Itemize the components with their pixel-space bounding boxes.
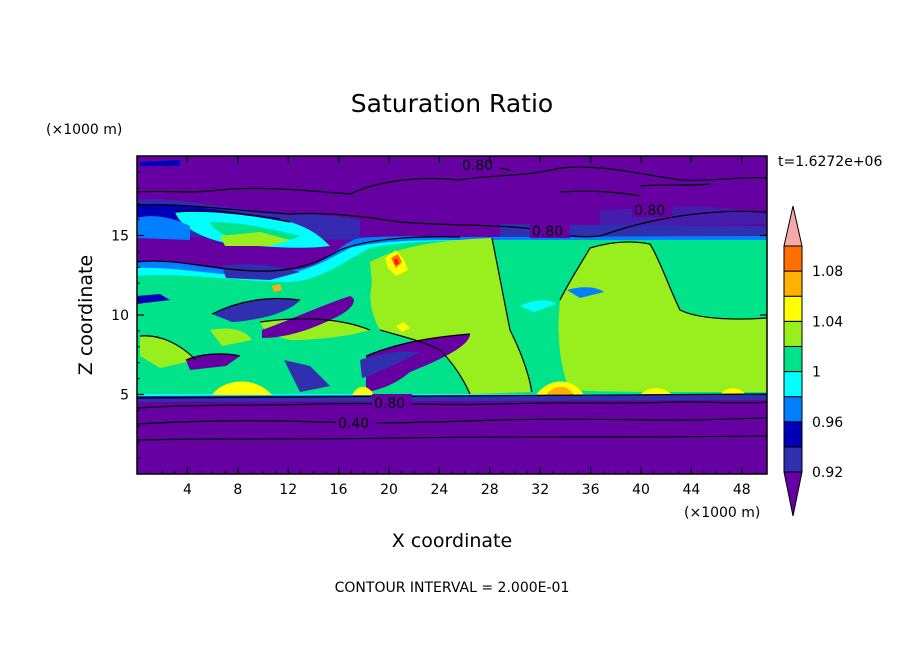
chart-title: Saturation Ratio — [351, 89, 553, 118]
x-tick-label: 32 — [531, 482, 549, 498]
x-tick-label: 16 — [330, 482, 348, 498]
colorbar-label: 0.92 — [812, 465, 843, 481]
plot-area: 0.80 0.80 0.80 0.80 0.40 — [137, 156, 767, 474]
x-tick-label: 48 — [733, 482, 751, 498]
x-tick-label: 8 — [233, 482, 242, 498]
y-tick-label: 15 — [111, 229, 129, 245]
colorbar: 0.92 0.96 1 1.04 1.08 — [783, 205, 843, 517]
x-tick-label: 20 — [380, 482, 398, 498]
x-unit-label: (×1000 m) — [684, 505, 760, 521]
y-axis: 5 10 15 — [111, 171, 767, 459]
colorbar-label: 1.08 — [812, 264, 843, 280]
x-tick-label: 40 — [632, 482, 650, 498]
colorbar-lower-arrow — [783, 471, 803, 517]
contour-label: 0.80 — [532, 224, 563, 240]
contour-label: 0.80 — [462, 158, 493, 174]
colorbar-swatch — [783, 421, 803, 448]
y-tick-label: 10 — [111, 308, 129, 324]
colorbar-swatch — [783, 320, 803, 347]
contour-interval-footer: CONTOUR INTERVAL = 2.000E-01 — [335, 580, 570, 596]
colorbar-swatch — [783, 295, 803, 322]
colorbar-label: 1 — [812, 365, 821, 381]
x-tick-label: 44 — [682, 482, 700, 498]
colorbar-swatch — [783, 270, 803, 297]
y-unit-label: (×1000 m) — [46, 122, 122, 138]
contour-label: 0.40 — [338, 416, 369, 432]
colorbar-upper-arrow — [783, 205, 803, 247]
x-tick-label: 4 — [183, 482, 192, 498]
x-axis: 4 8 12 16 20 24 28 32 36 40 44 48 — [149, 156, 755, 498]
lower-layer — [137, 394, 767, 474]
colorbar-label: 1.04 — [812, 314, 843, 330]
x-axis-label: X coordinate — [392, 530, 512, 552]
colorbar-label: 0.96 — [812, 415, 843, 431]
y-tick-label: 5 — [120, 388, 129, 404]
x-tick-label: 28 — [481, 482, 499, 498]
colorbar-swatch — [783, 245, 803, 272]
contour-label: 0.80 — [374, 396, 405, 412]
colorbar-swatch — [783, 371, 803, 398]
y-axis-label: Z coordinate — [75, 255, 97, 375]
colorbar-swatch — [783, 345, 803, 373]
contour-label: 0.80 — [634, 203, 665, 219]
time-label: t=1.6272e+06 — [778, 154, 882, 170]
x-tick-label: 24 — [430, 482, 448, 498]
x-tick-label: 36 — [582, 482, 600, 498]
x-tick-label: 12 — [279, 482, 297, 498]
contour-lines — [137, 166, 767, 441]
cloud-layer — [137, 211, 767, 398]
colorbar-swatch — [783, 446, 803, 473]
colorbar-swatch — [783, 396, 803, 423]
